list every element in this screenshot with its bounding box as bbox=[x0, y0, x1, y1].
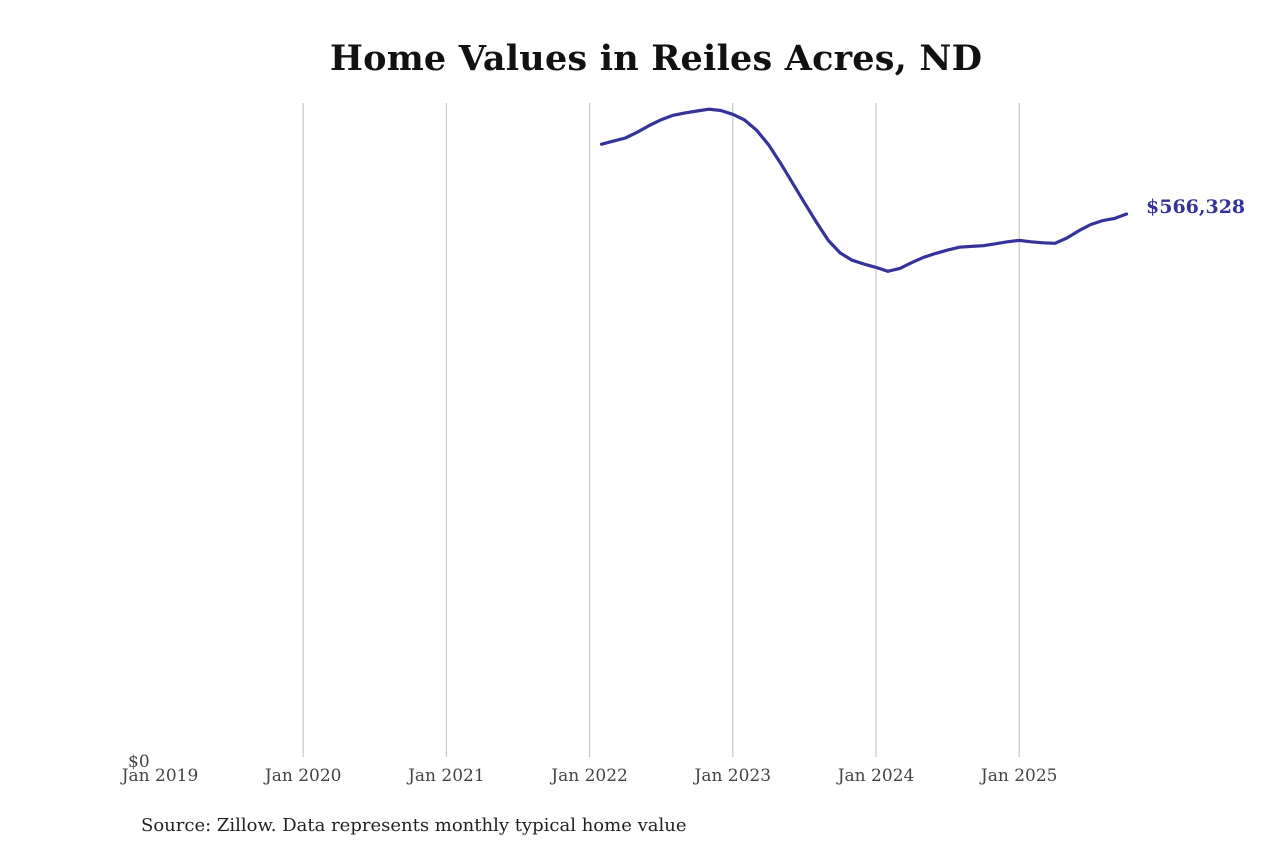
x-tick-label: Jan 2019 bbox=[120, 766, 199, 786]
x-tick-label: Jan 2024 bbox=[836, 766, 915, 786]
x-axis-tick-labels: Jan 2019 Jan 2020 Jan 2021 Jan 2022 Jan 2023… bbox=[120, 766, 1058, 786]
chart-title: Home Values in Reiles Acres, ND bbox=[329, 38, 983, 79]
y-axis-zero-label: $0 bbox=[128, 752, 150, 772]
home-value-line bbox=[599, 107, 1129, 273]
source-note: Source: Zillow. Data represents monthly … bbox=[141, 815, 687, 836]
x-tick-label: Jan 2025 bbox=[979, 766, 1058, 786]
vertical-gridlines bbox=[302, 103, 1020, 757]
x-tick-label: Jan 2020 bbox=[263, 766, 342, 786]
x-tick-label: Jan 2022 bbox=[549, 766, 628, 786]
x-tick-label: Jan 2023 bbox=[693, 766, 772, 786]
latest-value-label: $566,328 bbox=[1146, 196, 1245, 218]
x-tick-label: Jan 2021 bbox=[406, 766, 485, 786]
